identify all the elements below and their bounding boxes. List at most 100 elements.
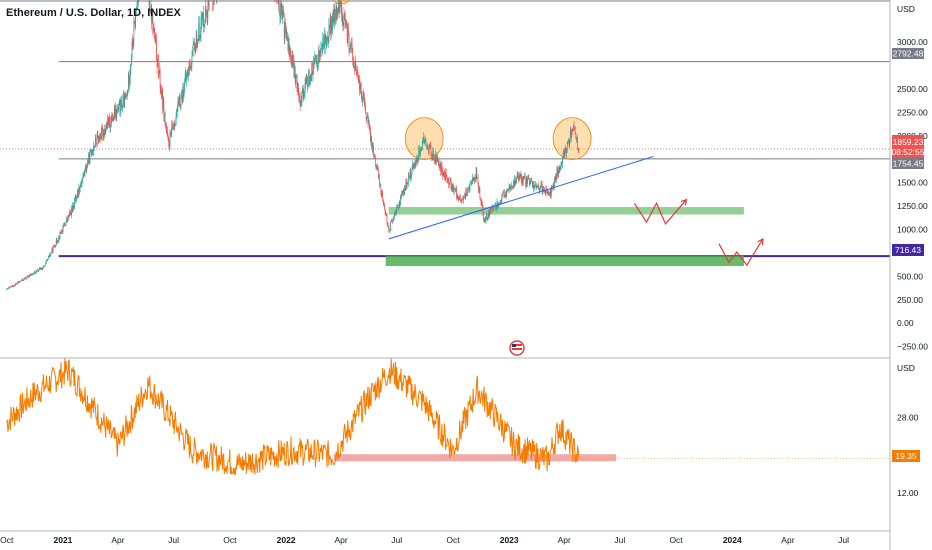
candle-body (369, 129, 371, 130)
candle-body (186, 76, 187, 81)
candle-body (61, 229, 63, 233)
candle-body (24, 278, 25, 279)
candle-body (363, 97, 365, 104)
candle-body (354, 61, 356, 70)
candle-body (326, 37, 327, 47)
candle-body (429, 145, 431, 146)
candle-body (522, 176, 523, 184)
candle-body (521, 176, 523, 183)
support-zone[interactable] (385, 255, 744, 267)
candle-body (283, 12, 284, 18)
candle-body (288, 38, 290, 54)
candle-body (560, 162, 562, 167)
candle-body (368, 120, 370, 130)
candle-body (532, 181, 533, 188)
candle-body (332, 15, 333, 30)
candle-body (376, 165, 377, 167)
candle-body (368, 120, 369, 124)
trendline-segment[interactable] (388, 155, 654, 240)
candle-body (106, 124, 107, 130)
candle-body (512, 186, 514, 188)
last-price-tag: 1859.23 08:52:55 (891, 135, 925, 158)
candle-body (402, 194, 404, 195)
projected-path[interactable] (633, 199, 687, 226)
projected-path[interactable] (718, 238, 764, 267)
candle-body (136, 6, 138, 7)
support-zones[interactable] (385, 207, 744, 267)
candlestick-series[interactable] (6, 0, 580, 291)
vol-zone[interactable] (333, 454, 617, 462)
candle-body (116, 109, 118, 117)
candle-body (344, 15, 346, 20)
candle-body (320, 48, 322, 54)
candle-body (304, 84, 306, 94)
candle-body (167, 131, 168, 137)
candle-body (562, 157, 563, 165)
vol-last-tag: 19.35 (892, 450, 920, 462)
candle-body (44, 265, 45, 267)
highlight-circle[interactable] (404, 117, 444, 161)
candle-body (183, 91, 185, 97)
candle-body (20, 280, 22, 282)
candle-body (176, 109, 178, 117)
candle-body (129, 78, 130, 84)
candle-body (73, 203, 74, 209)
candle-body (389, 229, 391, 232)
candle-body (52, 248, 53, 253)
candle-body (194, 42, 196, 53)
candle-body (384, 204, 385, 209)
candle-body (423, 141, 425, 143)
candle-body (204, 21, 206, 26)
candle-body (86, 167, 88, 171)
candle-body (135, 10, 137, 27)
candle-body (298, 94, 300, 101)
candle-body (495, 206, 497, 210)
candle-body (80, 184, 82, 186)
candle-body (70, 213, 72, 216)
candle-body (479, 188, 481, 199)
candle-body (85, 165, 86, 169)
candle-body (132, 41, 133, 46)
candle-body (38, 270, 39, 272)
candle-body (60, 233, 62, 234)
candle-body (180, 95, 182, 108)
candle-body (425, 138, 426, 143)
candle-body (522, 178, 524, 184)
candle-body (497, 201, 498, 208)
candle-body (570, 129, 572, 138)
highlight-circle[interactable] (552, 117, 592, 161)
support-zone[interactable] (388, 207, 744, 215)
candle-body (477, 177, 478, 178)
highlight-circles[interactable] (332, 0, 592, 161)
candle-body (565, 148, 566, 151)
trendline[interactable] (388, 155, 654, 240)
candle-body (21, 280, 22, 282)
vol-line[interactable] (6, 358, 580, 476)
candle-body (411, 167, 413, 175)
projected-paths[interactable] (633, 198, 764, 267)
candle-body (193, 43, 195, 45)
candle-body (39, 268, 41, 270)
candle-body (35, 271, 37, 274)
candle-body (425, 142, 427, 147)
candle-body (481, 202, 483, 208)
volatility-pane[interactable] (6, 358, 890, 476)
candle-body (418, 147, 420, 155)
candle-body (100, 138, 102, 140)
candle-body (569, 139, 571, 146)
candle-body (350, 45, 352, 47)
candle-body (46, 259, 48, 261)
candle-body (503, 191, 505, 193)
candle-body (502, 193, 503, 196)
us-flag-icon[interactable] (509, 340, 525, 356)
candle-body (23, 278, 25, 281)
candle-body (459, 196, 461, 202)
candle-body (48, 254, 50, 257)
candle-body (172, 127, 174, 130)
candle-body (558, 167, 560, 173)
candle-body (305, 77, 307, 84)
candle-body (60, 232, 61, 234)
candle-body (393, 217, 395, 220)
candle-body (541, 184, 543, 193)
